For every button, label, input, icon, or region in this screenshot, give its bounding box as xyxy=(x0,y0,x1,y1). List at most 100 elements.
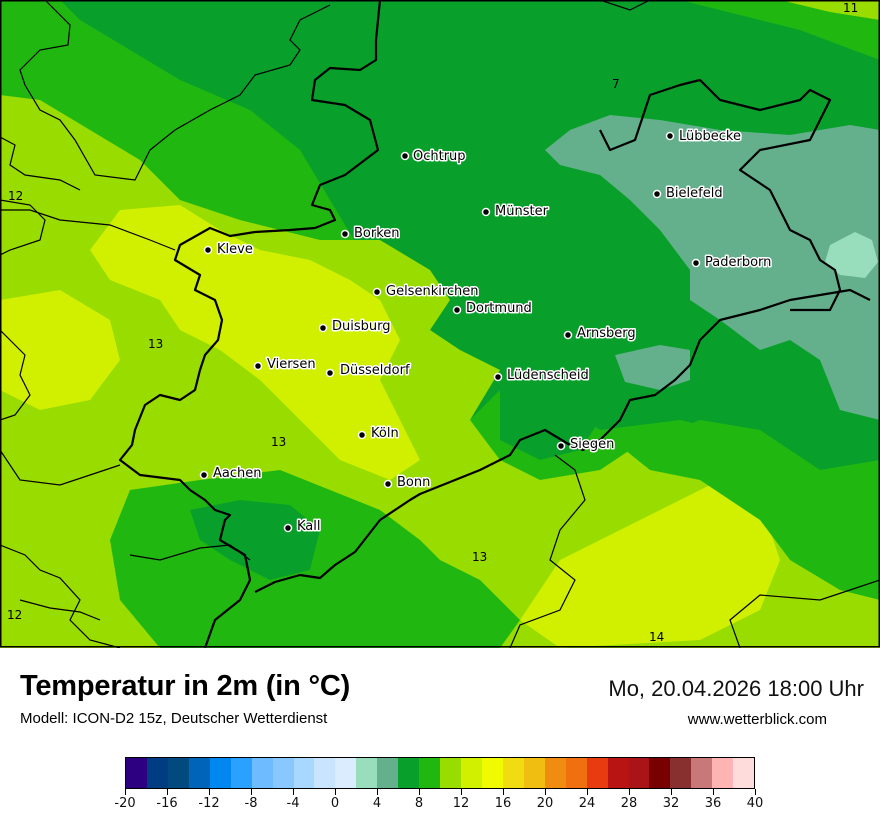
colorbar-segment xyxy=(188,758,210,788)
colorbar-tick-label: -20 xyxy=(114,796,136,811)
colorbar-tick xyxy=(713,789,714,795)
colorbar-segment xyxy=(670,758,692,788)
city-bonn[interactable]: Bonn xyxy=(383,474,432,492)
colorbar-tick xyxy=(377,789,378,795)
svg-text:Bielefeld: Bielefeld xyxy=(666,186,723,201)
colorbar-tick-label: -8 xyxy=(244,796,258,811)
city-luedenscheid[interactable]: Lüdenscheid xyxy=(493,367,590,385)
field-12-14-west xyxy=(0,290,120,410)
field-10-12-bottom-left xyxy=(0,560,100,648)
colorbar-segment xyxy=(314,758,336,788)
field-12-14-rhine xyxy=(90,205,420,480)
colorbar-tick-label: -12 xyxy=(198,796,220,811)
svg-text:Münster: Münster xyxy=(495,204,549,219)
svg-text:Kleve: Kleve xyxy=(217,242,253,257)
colorbar-segment xyxy=(733,758,755,788)
colorbar-tick-label: 12 xyxy=(452,796,470,811)
svg-text:Arnsberg: Arnsberg xyxy=(577,326,636,341)
svg-text:Gelsenkirchen: Gelsenkirchen xyxy=(386,284,479,299)
colorbar-segment xyxy=(586,758,608,788)
isotherm-label: 13 xyxy=(271,435,286,449)
colorbar-tick xyxy=(209,789,210,795)
state-borders xyxy=(118,0,871,648)
temperature-colorbar xyxy=(125,757,755,789)
svg-text:Siegen: Siegen xyxy=(570,437,614,452)
city-koeln[interactable]: Köln xyxy=(357,425,400,443)
svg-text:Köln: Köln xyxy=(371,426,399,441)
svg-text:Paderborn: Paderborn xyxy=(705,255,771,270)
city-ochtrup[interactable]: Ochtrup xyxy=(400,148,467,166)
svg-text:Düsseldorf: Düsseldorf xyxy=(340,363,410,378)
colorbar-tick-label: 32 xyxy=(662,796,680,811)
city-arnsberg[interactable]: Arnsberg xyxy=(563,325,637,343)
city-luebbecke[interactable]: Lübbecke xyxy=(665,128,742,146)
city-kleve[interactable]: Kleve xyxy=(203,241,254,259)
colorbar-segment xyxy=(544,758,566,788)
colorbar-segment xyxy=(209,758,231,788)
colorbar-tick-label: -16 xyxy=(156,796,178,811)
svg-text:Dortmund: Dortmund xyxy=(466,301,532,316)
isotherm-label: 11 xyxy=(843,1,858,15)
colorbar-segment xyxy=(628,758,650,788)
colorbar-tick xyxy=(587,789,588,795)
colorbar-tick xyxy=(545,789,546,795)
colorbar-segment xyxy=(607,758,629,788)
country-borders xyxy=(0,0,880,648)
svg-text:Aachen: Aachen xyxy=(213,466,261,481)
field-4-6-sauerland xyxy=(615,345,690,390)
colorbar-tick xyxy=(293,789,294,795)
forecast-datetime: Mo, 20.04.2026 18:00 Uhr xyxy=(608,676,864,701)
colorbar-segment xyxy=(272,758,294,788)
colorbar-tick-label: 20 xyxy=(536,796,554,811)
colorbar-segment xyxy=(167,758,189,788)
colorbar-tick-label: 36 xyxy=(704,796,722,811)
colorbar-tick-label: 0 xyxy=(330,796,340,811)
colorbar-segment xyxy=(565,758,587,788)
city-muenster[interactable]: Münster xyxy=(481,203,550,221)
isotherm-label: 12 xyxy=(7,608,22,622)
city-bielefeld[interactable]: Bielefeld xyxy=(652,185,724,203)
svg-text:Duisburg: Duisburg xyxy=(332,319,391,334)
field-8-10-east-south xyxy=(600,420,880,600)
colorbar-segment xyxy=(146,758,168,788)
field-4-6-east xyxy=(545,115,880,420)
colorbar-segment xyxy=(293,758,315,788)
svg-text:Bonn: Bonn xyxy=(397,475,430,490)
city-duisburg[interactable]: Duisburg xyxy=(318,318,392,336)
field-12-14-south xyxy=(520,480,780,648)
colorbar-tick xyxy=(503,789,504,795)
city-duesseldorf[interactable]: Düsseldorf xyxy=(325,362,411,380)
svg-text:Lüdenscheid: Lüdenscheid xyxy=(507,368,589,383)
svg-text:Ochtrup: Ochtrup xyxy=(413,149,466,164)
colorbar-segment xyxy=(481,758,503,788)
colorbar-segment xyxy=(712,758,734,788)
svg-text:Viersen: Viersen xyxy=(267,357,316,372)
city-gelsenkirchen[interactable]: Gelsenkirchen xyxy=(372,283,480,301)
colorbar-tick xyxy=(167,789,168,795)
isotherm-label: 13 xyxy=(148,337,163,351)
colorbar-tick-label: 4 xyxy=(372,796,382,811)
city-kall[interactable]: Kall xyxy=(283,518,322,536)
svg-text:Kall: Kall xyxy=(297,519,321,534)
website-link[interactable]: www.wetterblick.com xyxy=(687,711,827,728)
chart-title: Temperatur in 2m (in °C) xyxy=(20,670,351,702)
colorbar-ticks: -20 -16 -12 -8 -4 0 4 8 12 16 20 24 28 32 36 40 xyxy=(114,789,763,819)
colorbar-segment xyxy=(251,758,273,788)
city-markers: Ochtrup Lübbecke Bielefeld Münster Borke… xyxy=(199,128,773,536)
colorbar-tick xyxy=(335,789,336,795)
city-dortmund[interactable]: Dortmund xyxy=(452,300,533,318)
colorbar-tick-label: 16 xyxy=(494,796,512,811)
colorbar-tick-label: 24 xyxy=(578,796,596,811)
city-aachen[interactable]: Aachen xyxy=(199,465,263,483)
city-paderborn[interactable]: Paderborn xyxy=(691,254,773,272)
city-viersen[interactable]: Viersen xyxy=(253,356,317,374)
isotherm-label: 13 xyxy=(472,550,487,564)
colorbar-segment xyxy=(356,758,378,788)
colorbar-segment xyxy=(461,758,482,788)
map-frame xyxy=(0,0,880,648)
city-borken[interactable]: Borken xyxy=(340,225,401,243)
city-siegen[interactable]: Siegen xyxy=(556,436,616,454)
model-subtitle: Modell: ICON-D2 15z, Deutscher Wetterdie… xyxy=(20,710,328,727)
colorbar-tick xyxy=(461,789,462,795)
colorbar-segment xyxy=(440,758,461,788)
